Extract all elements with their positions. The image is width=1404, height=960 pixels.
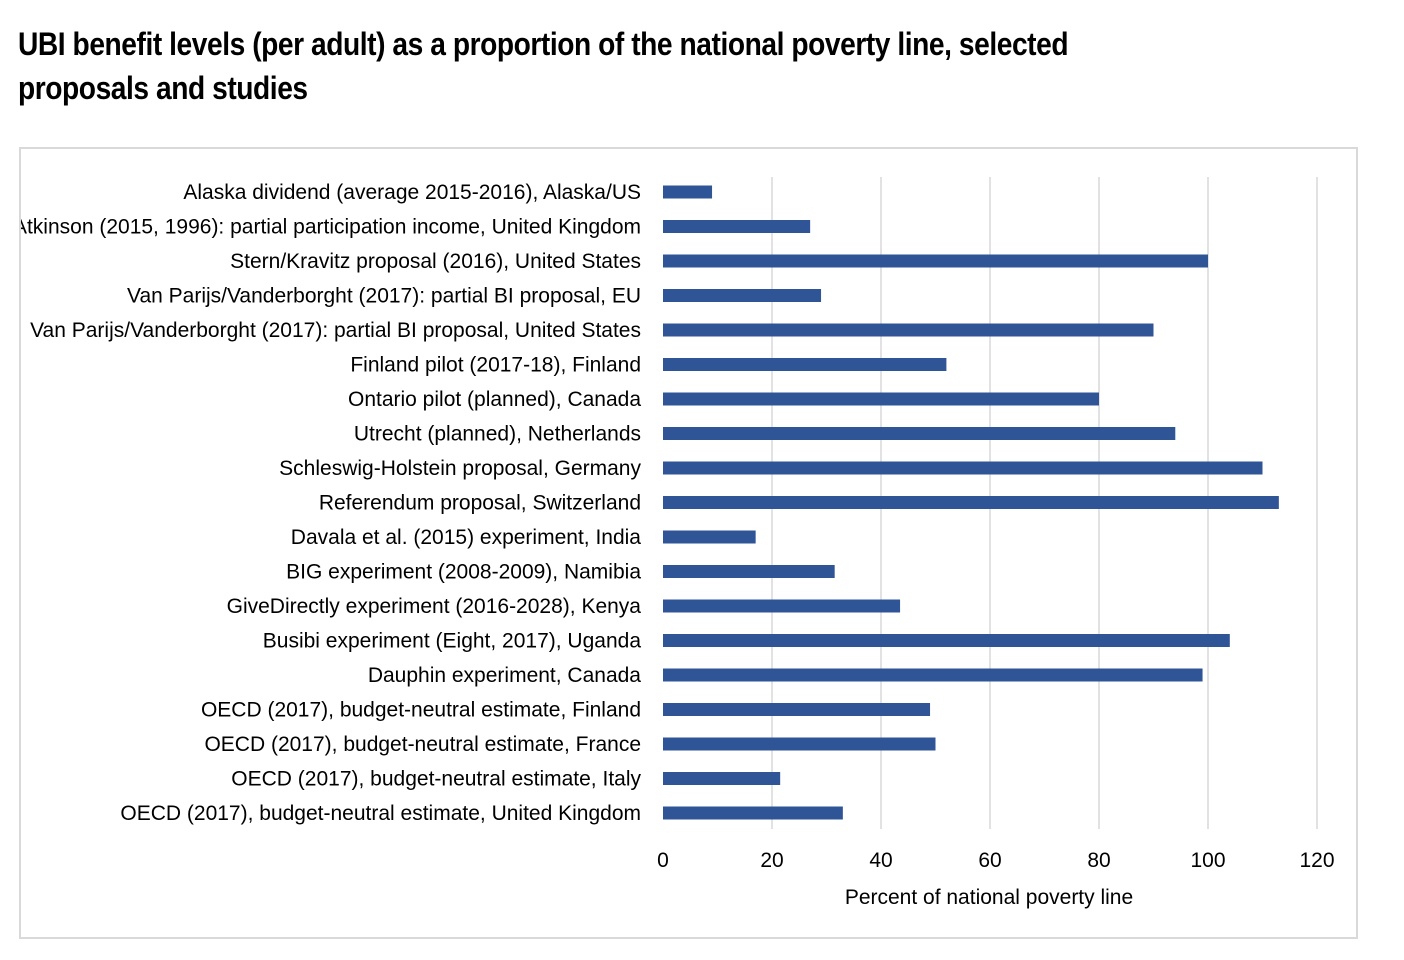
category-label: Atkinson (2015, 1996): partial participa… (21, 216, 641, 239)
bar (663, 220, 811, 233)
bar (663, 772, 781, 785)
category-label: Van Parijs/Vanderborght (2017): partial … (30, 319, 641, 342)
x-tick-label: 100 (1190, 849, 1225, 872)
category-label: Schleswig-Holstein proposal, Germany (279, 457, 641, 480)
bar-chart: Alaska dividend (average 2015-2016), Ala… (21, 177, 1335, 909)
bar (663, 599, 901, 613)
x-tick-label: 60 (978, 849, 1001, 872)
category-label: OECD (2017), budget-neutral estimate, Fi… (201, 699, 641, 722)
bar (663, 323, 1154, 337)
category-labels: Alaska dividend (average 2015-2016), Ala… (21, 181, 641, 825)
x-tick-label: 80 (1087, 849, 1110, 872)
category-label: Busibi experiment (Eight, 2017), Uganda (263, 630, 642, 653)
category-label: Dauphin experiment, Canada (368, 664, 641, 687)
bars (663, 185, 1279, 820)
category-label: Finland pilot (2017-18), Finland (350, 354, 641, 377)
chart-title: UBI benefit levels (per adult) as a prop… (18, 26, 1069, 106)
bar (663, 806, 843, 820)
category-label: BIG experiment (2008-2009), Namibia (286, 561, 641, 584)
bar (663, 254, 1208, 268)
category-label: OECD (2017), budget-neutral estimate, Fr… (204, 733, 641, 756)
x-tick-label: 120 (1299, 849, 1334, 872)
bar (663, 703, 931, 716)
x-tick-label: 20 (760, 849, 783, 872)
bar (663, 358, 947, 371)
chart-frame: Alaska dividend (average 2015-2016), Ala… (19, 147, 1358, 939)
x-tick-labels: 0 20 40 60 80 100 120 (657, 849, 1334, 872)
bar (663, 289, 822, 302)
category-label: GiveDirectly experiment (2016-2028), Ken… (227, 595, 642, 618)
category-label: Van Parijs/Vanderborght (2017): partial … (127, 285, 641, 308)
category-label: Alaska dividend (average 2015-2016), Ala… (183, 181, 641, 204)
bar (663, 634, 1230, 647)
bar (663, 530, 756, 544)
x-tick-label: 40 (869, 849, 892, 872)
category-label: OECD (2017), budget-neutral estimate, It… (231, 768, 641, 791)
bar (663, 427, 1176, 440)
x-tick-label: 0 (657, 849, 669, 872)
bar (663, 668, 1203, 682)
category-label: Davala et al. (2015) experiment, India (291, 526, 642, 549)
category-label: Ontario pilot (planned), Canada (348, 388, 641, 411)
category-label: Referendum proposal, Switzerland (319, 492, 641, 515)
category-label: Stern/Kravitz proposal (2016), United St… (230, 250, 641, 273)
bar (663, 496, 1279, 509)
bar (663, 461, 1263, 475)
category-label: OECD (2017), budget-neutral estimate, Un… (120, 802, 641, 825)
bar (663, 392, 1099, 406)
x-axis-title: Percent of national poverty line (845, 886, 1133, 909)
bar (663, 737, 936, 751)
category-label: Utrecht (planned), Netherlands (354, 423, 641, 446)
bar (663, 185, 713, 199)
bar (663, 565, 835, 578)
